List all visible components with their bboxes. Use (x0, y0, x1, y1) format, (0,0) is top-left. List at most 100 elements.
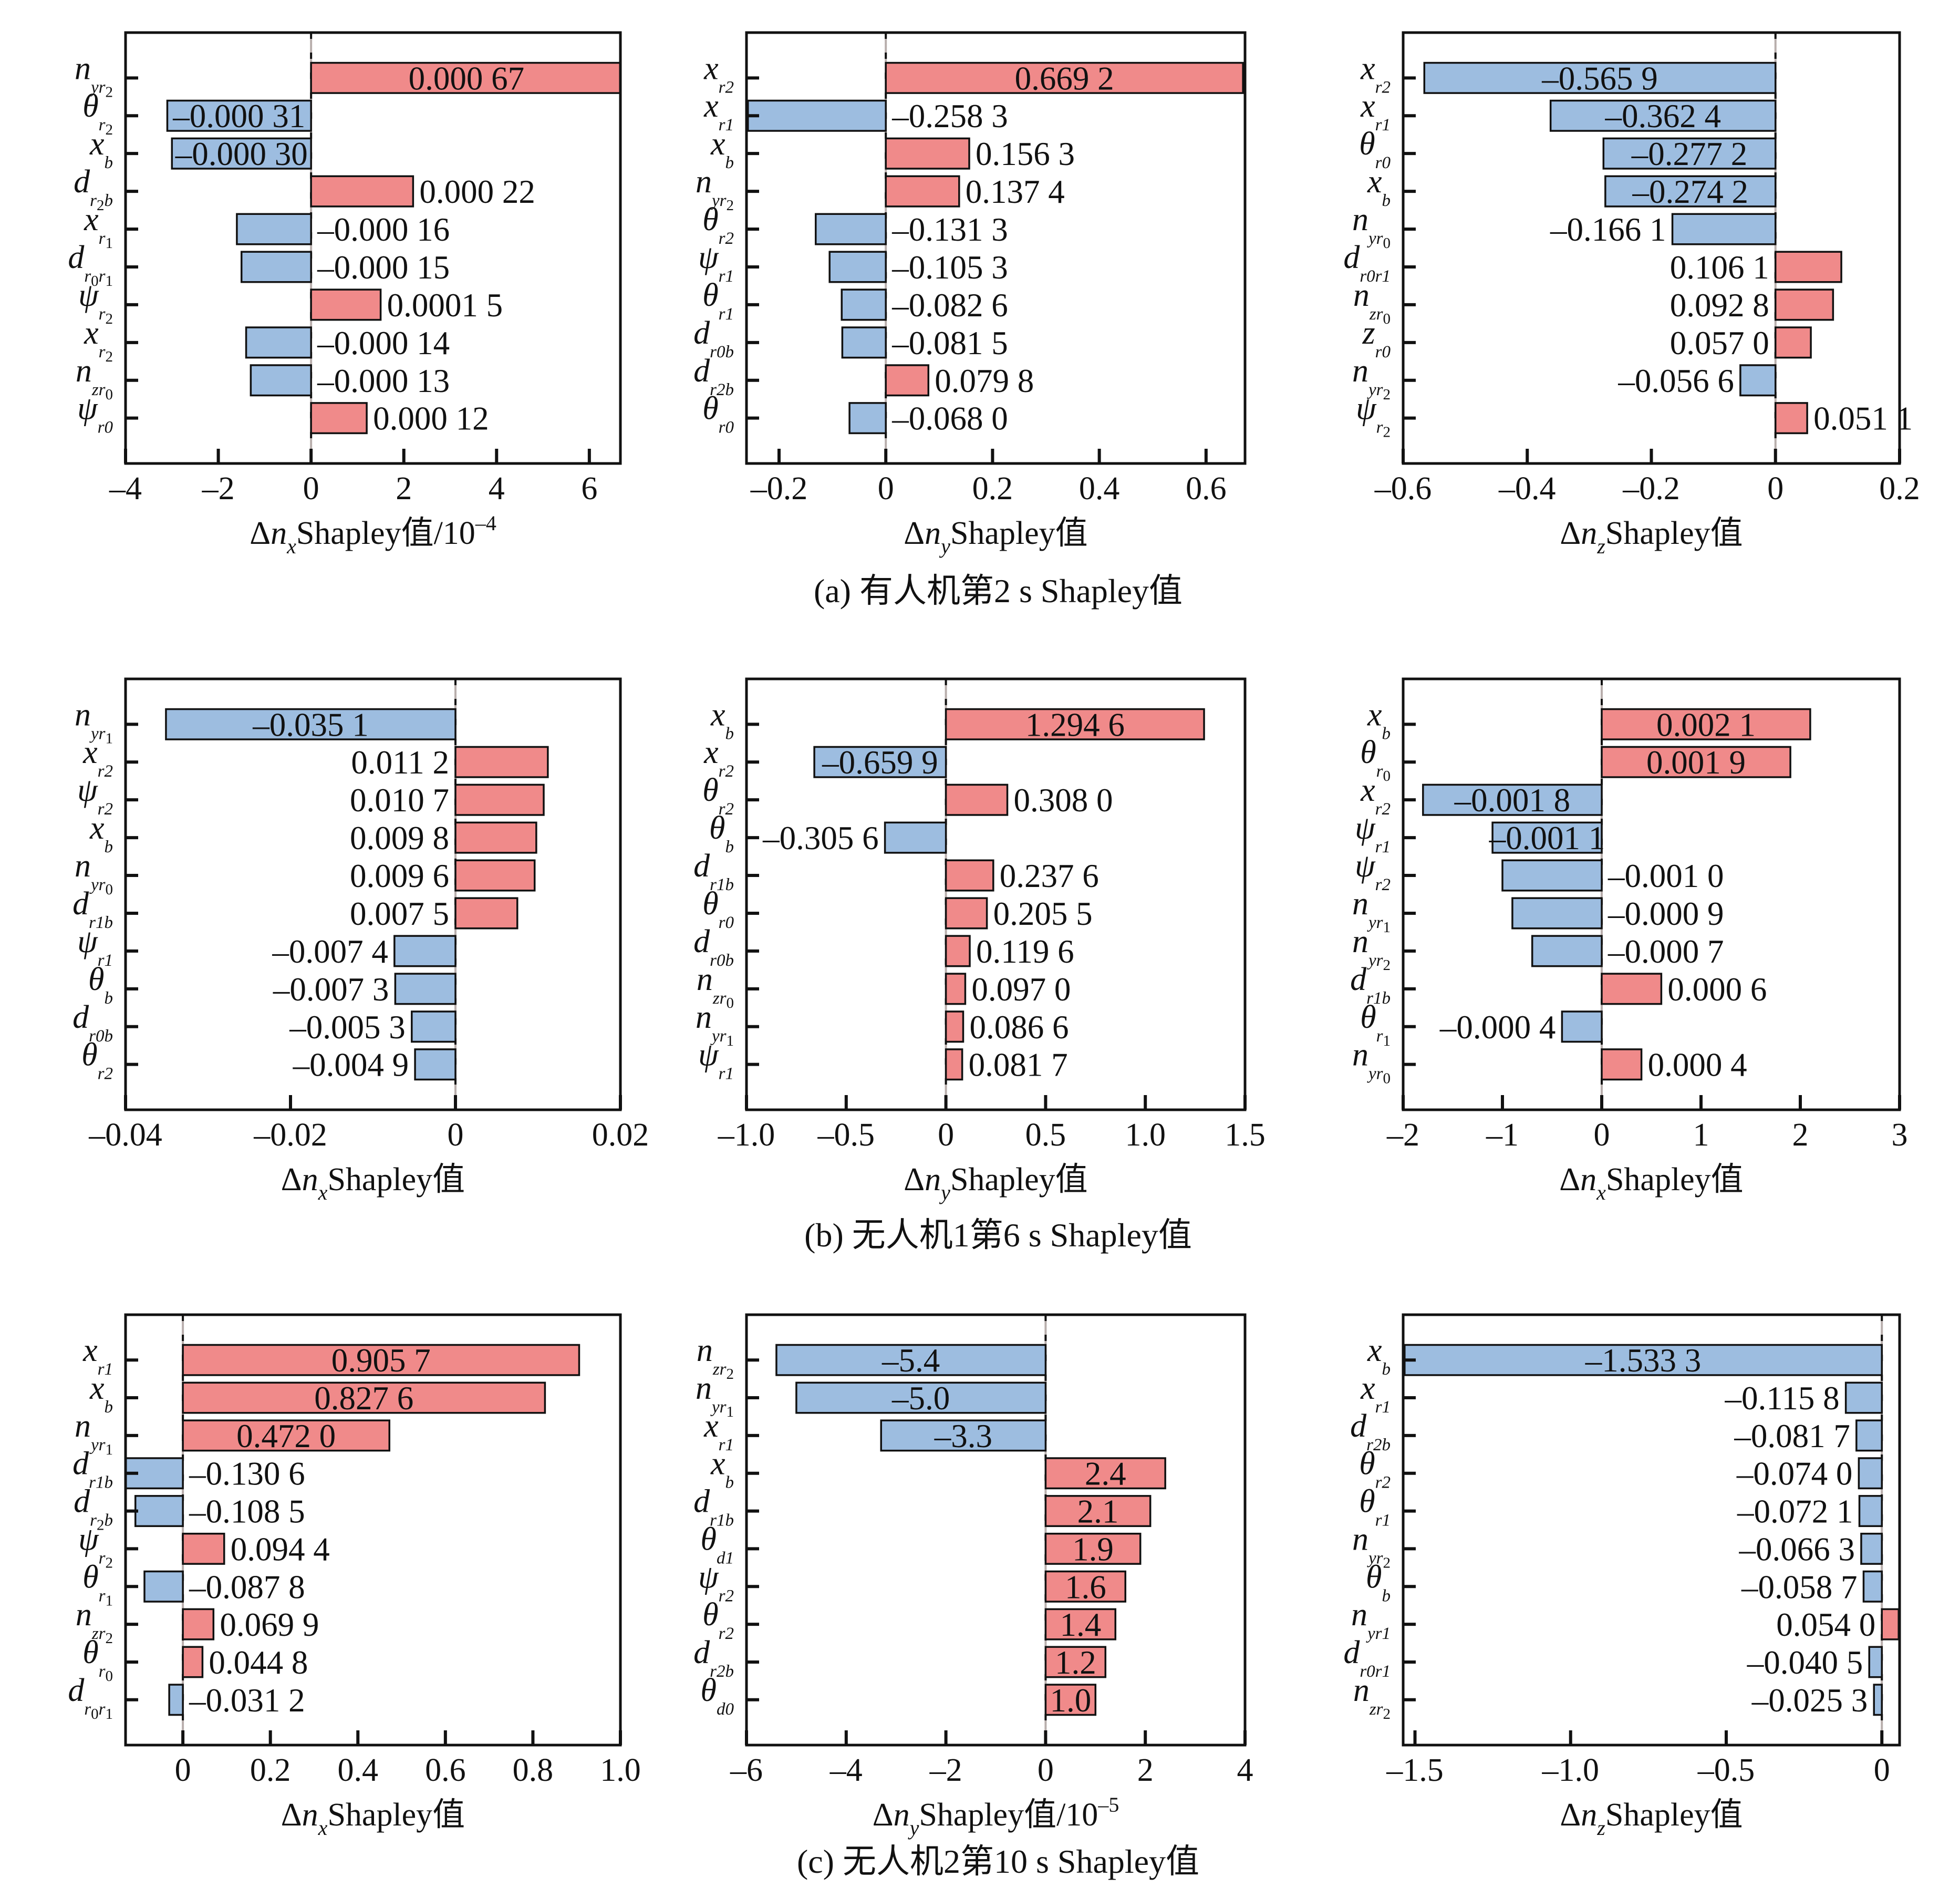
axes-frame (745, 1313, 1247, 1747)
category-subscript: r1 (1375, 838, 1391, 857)
value-label: –0.659 9 (822, 744, 938, 781)
category-label: θr0 (1359, 126, 1391, 172)
category-label: θr2 (702, 202, 734, 248)
category-symbol: θ (88, 962, 104, 997)
value-label: –0.081 5 (891, 325, 1008, 362)
category-symbol: n (1352, 353, 1368, 389)
category-subsubscript: 1 (106, 1441, 113, 1458)
x-axis-label: ΔnyShapley值/10–5 (873, 1793, 1119, 1840)
category-subsubscript: 1 (1383, 1033, 1391, 1049)
category-subscript: zr (91, 380, 106, 399)
value-label: –0.004 9 (293, 1047, 409, 1084)
axes-frame (124, 31, 622, 465)
category-subscript: b (105, 1511, 113, 1530)
category-symbol: x (703, 50, 719, 86)
category-subsubscript: 0 (106, 386, 113, 403)
x-tick-label: 6 (581, 471, 597, 507)
category-subsubscript: 2 (106, 311, 113, 327)
x-label-exp: –4 (475, 511, 496, 535)
category-label: nyr1 (75, 1408, 113, 1458)
bar-10 (414, 1048, 457, 1081)
axes-frame (1402, 31, 1901, 465)
category-subscript: yr (710, 1027, 727, 1046)
value-label: –0.305 6 (762, 820, 879, 857)
value-label: 0.002 1 (1656, 706, 1756, 743)
category-subscript: yr (1367, 951, 1383, 970)
category-symbol: d (693, 848, 710, 884)
bar-7 (143, 1570, 184, 1603)
value-label: 0.000 67 (409, 60, 525, 97)
category-symbol: θ (701, 1521, 717, 1557)
category-subscript: b (105, 153, 113, 172)
category-subscript: b (1382, 1360, 1391, 1379)
value-label: –0.025 3 (1751, 1682, 1868, 1719)
value-label: 2.4 (1085, 1456, 1126, 1492)
bar-4 (310, 175, 414, 208)
x-label-sub: y (939, 534, 950, 558)
bar-5 (815, 213, 887, 245)
bar-8 (245, 326, 312, 359)
category-subscript: yr (1367, 380, 1383, 399)
x-label-var: n (1580, 1162, 1596, 1198)
category-subscript: b (105, 989, 113, 1008)
x-label-var: n (894, 1797, 910, 1833)
bar-1 (165, 708, 457, 740)
category-subsubscript: 0 (727, 995, 734, 1012)
x-label-var: n (302, 1797, 318, 1833)
category-label: xr2 (82, 735, 113, 781)
category-symbol: ψ (1356, 391, 1377, 427)
category-label: dr2b (74, 1484, 113, 1534)
value-label: –0.000 15 (317, 249, 450, 286)
value-label: 0.669 2 (1015, 60, 1114, 97)
x-tick-label: 1 (1693, 1117, 1709, 1153)
category-symbol: n (1351, 1597, 1367, 1633)
category-subsubscript: 2 (97, 197, 105, 214)
value-label: 0.137 4 (966, 173, 1065, 210)
category-symbol: n (1352, 886, 1368, 922)
x-label-text: Shapley值 (1606, 1162, 1744, 1198)
x-label-sub: x (318, 1181, 328, 1204)
x-label-delta: Δ (873, 1797, 894, 1833)
category-label: nyr1 (696, 1370, 734, 1420)
category-symbol: θ (701, 1673, 717, 1708)
category-symbol: n (75, 50, 91, 86)
category-subscript: r2 (1375, 1473, 1391, 1492)
value-label: 0.308 0 (1014, 782, 1113, 819)
x-label-delta: Δ (904, 1162, 925, 1198)
category-symbol: n (1353, 277, 1370, 313)
bar-6 (828, 251, 887, 283)
category-symbol: θ (702, 1597, 718, 1633)
bar-6 (1775, 251, 1842, 283)
category-subsubscript: 2 (106, 348, 113, 365)
bar-1 (1404, 1344, 1883, 1376)
x-tick-label: –2 (202, 471, 235, 507)
category-label: dr0b (693, 924, 734, 970)
bar-10 (1044, 1684, 1097, 1716)
x-tick-label: –6 (730, 1752, 763, 1788)
category-symbol: ψ (77, 924, 98, 960)
value-label: –0.000 30 (175, 136, 308, 172)
category-symbol: x (710, 697, 725, 732)
value-label: 0.905 7 (331, 1342, 431, 1379)
category-label: θr1 (1360, 999, 1391, 1049)
bar-10 (168, 1684, 184, 1716)
category-label: θr1 (82, 1559, 113, 1609)
value-label: 1.6 (1065, 1569, 1106, 1605)
value-label: 0.009 6 (350, 858, 449, 894)
category-symbol: n (696, 164, 712, 200)
value-label: –0.031 2 (189, 1682, 305, 1719)
category-symbol: n (697, 962, 713, 997)
category-subscript: r1 (719, 1065, 734, 1084)
category-label: dr0r1 (1343, 1635, 1391, 1681)
category-symbol: ψ (698, 240, 719, 275)
category-label: xb (1367, 164, 1391, 210)
x-label-delta: Δ (1559, 1162, 1580, 1198)
x-tick-label: 0.2 (972, 471, 1013, 507)
x-label-var: n (1581, 1797, 1597, 1833)
bar-6 (1860, 1532, 1883, 1565)
axes-frame (745, 31, 1247, 465)
category-subscript: r2 (719, 78, 734, 97)
bar-8 (841, 326, 887, 359)
